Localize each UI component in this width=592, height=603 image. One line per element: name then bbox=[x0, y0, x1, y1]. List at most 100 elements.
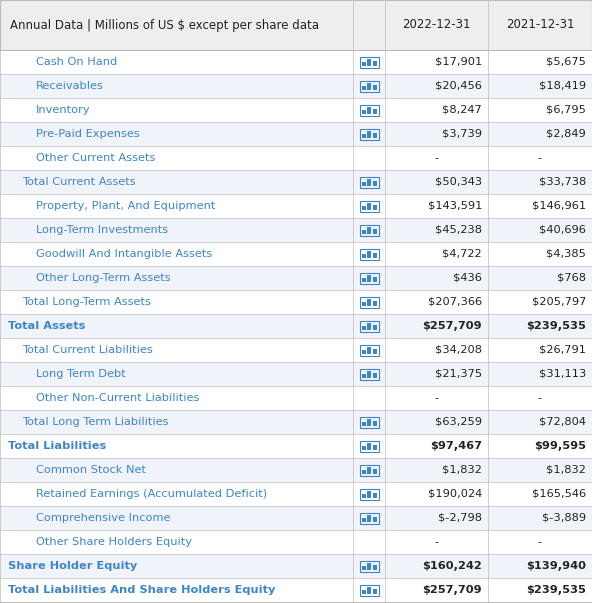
Text: Total Liabilities: Total Liabilities bbox=[8, 441, 106, 451]
Bar bbox=[0, 50, 592, 74]
Bar bbox=[0, 530, 592, 554]
Bar bbox=[359, 369, 378, 380]
Bar bbox=[0, 362, 592, 386]
Text: Pre-Paid Expenses: Pre-Paid Expenses bbox=[36, 129, 140, 139]
Bar bbox=[0, 0, 592, 50]
Bar bbox=[362, 278, 365, 282]
Bar bbox=[367, 59, 371, 66]
Bar bbox=[359, 201, 378, 212]
Bar bbox=[359, 321, 378, 332]
Bar bbox=[372, 253, 377, 258]
Text: $165,546: $165,546 bbox=[532, 489, 586, 499]
Bar bbox=[372, 469, 377, 474]
Bar bbox=[359, 489, 378, 500]
Text: $207,366: $207,366 bbox=[428, 297, 482, 307]
Bar bbox=[372, 84, 377, 90]
Bar bbox=[362, 230, 365, 234]
Text: $4,722: $4,722 bbox=[442, 249, 482, 259]
Bar bbox=[359, 177, 378, 188]
Bar bbox=[0, 266, 592, 290]
Text: Inventory: Inventory bbox=[36, 105, 91, 115]
Bar bbox=[362, 62, 365, 66]
Text: -: - bbox=[435, 393, 439, 403]
Bar bbox=[367, 419, 371, 426]
Bar bbox=[0, 386, 592, 410]
Text: Goodwill And Intangible Assets: Goodwill And Intangible Assets bbox=[36, 249, 213, 259]
Text: Comprehensive Income: Comprehensive Income bbox=[36, 513, 170, 523]
Bar bbox=[359, 297, 378, 308]
Text: $17,901: $17,901 bbox=[435, 57, 482, 67]
Bar bbox=[362, 590, 365, 594]
Bar bbox=[0, 290, 592, 314]
Bar bbox=[359, 129, 378, 140]
Text: $99,595: $99,595 bbox=[534, 441, 586, 451]
Text: $-2,798: $-2,798 bbox=[438, 513, 482, 523]
Text: Long Term Debt: Long Term Debt bbox=[36, 369, 126, 379]
Bar bbox=[0, 434, 592, 458]
Bar bbox=[367, 587, 371, 594]
Text: $4,385: $4,385 bbox=[546, 249, 586, 259]
Bar bbox=[367, 467, 371, 474]
Bar bbox=[372, 420, 377, 426]
Bar bbox=[362, 326, 365, 330]
Bar bbox=[367, 251, 371, 258]
Bar bbox=[0, 482, 592, 506]
Text: Total Long-Term Assets: Total Long-Term Assets bbox=[22, 297, 151, 307]
Text: $768: $768 bbox=[557, 273, 586, 283]
Text: $72,804: $72,804 bbox=[539, 417, 586, 427]
Bar bbox=[359, 417, 378, 428]
Text: Property, Plant, And Equipment: Property, Plant, And Equipment bbox=[36, 201, 215, 211]
Bar bbox=[362, 374, 365, 378]
Bar bbox=[372, 133, 377, 138]
Text: $-3,889: $-3,889 bbox=[542, 513, 586, 523]
Bar bbox=[367, 443, 371, 450]
Text: $139,940: $139,940 bbox=[526, 561, 586, 571]
Text: $63,259: $63,259 bbox=[435, 417, 482, 427]
Bar bbox=[362, 302, 365, 306]
Bar bbox=[359, 81, 378, 92]
Bar bbox=[372, 324, 377, 330]
Bar bbox=[367, 347, 371, 354]
Bar bbox=[359, 105, 378, 116]
Bar bbox=[359, 57, 378, 68]
Bar bbox=[372, 277, 377, 282]
Bar bbox=[362, 470, 365, 474]
Bar bbox=[0, 218, 592, 242]
Bar bbox=[362, 518, 365, 522]
Text: Total Liabilities And Share Holders Equity: Total Liabilities And Share Holders Equi… bbox=[8, 585, 275, 595]
Bar bbox=[359, 513, 378, 524]
Bar bbox=[372, 373, 377, 378]
Text: Other Current Assets: Other Current Assets bbox=[36, 153, 155, 163]
Bar bbox=[0, 122, 592, 146]
Bar bbox=[367, 275, 371, 282]
Text: $26,791: $26,791 bbox=[539, 345, 586, 355]
Bar bbox=[362, 206, 365, 210]
Bar bbox=[0, 338, 592, 362]
Text: Cash On Hand: Cash On Hand bbox=[36, 57, 117, 67]
Bar bbox=[372, 109, 377, 114]
Bar bbox=[362, 446, 365, 450]
Bar bbox=[367, 227, 371, 234]
Bar bbox=[372, 180, 377, 186]
Bar bbox=[359, 441, 378, 452]
Bar bbox=[372, 204, 377, 210]
Bar bbox=[362, 182, 365, 186]
Text: -: - bbox=[538, 153, 542, 163]
Bar bbox=[367, 203, 371, 210]
Bar bbox=[0, 554, 592, 578]
Bar bbox=[359, 225, 378, 236]
Bar bbox=[372, 444, 377, 450]
Text: 2022-12-31: 2022-12-31 bbox=[402, 19, 471, 31]
Text: $20,456: $20,456 bbox=[435, 81, 482, 91]
Bar bbox=[367, 107, 371, 114]
Bar bbox=[367, 371, 371, 378]
Bar bbox=[359, 585, 378, 596]
Text: -: - bbox=[538, 537, 542, 547]
Text: Retained Earnings (Accumulated Deficit): Retained Earnings (Accumulated Deficit) bbox=[36, 489, 267, 499]
Bar bbox=[359, 561, 378, 572]
Text: $18,419: $18,419 bbox=[539, 81, 586, 91]
Bar bbox=[359, 273, 378, 284]
Bar bbox=[372, 493, 377, 498]
Text: $40,696: $40,696 bbox=[539, 225, 586, 235]
Bar bbox=[372, 349, 377, 354]
